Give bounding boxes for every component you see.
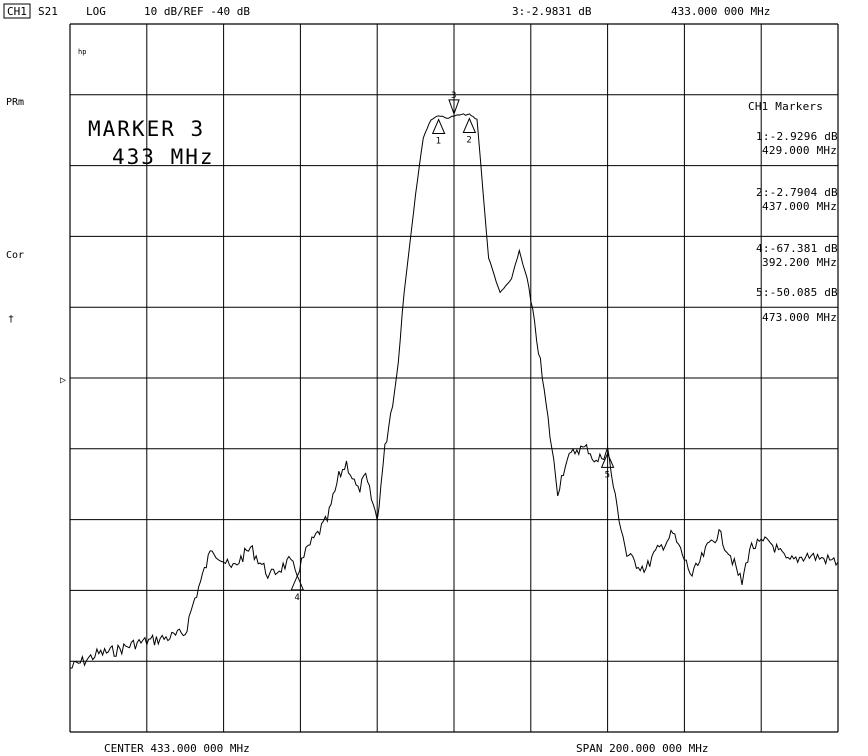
cor-label: Cor xyxy=(6,250,24,261)
marker-table: CH1 Markers 1:-2.9296 dB 429.000 MHz 2:-… xyxy=(748,100,838,324)
marker-5-label: 5 xyxy=(605,470,610,480)
active-marker-frequency: 433.000 000 MHz xyxy=(671,5,770,18)
reference-arrow-icon: ▷ xyxy=(60,375,66,386)
dagger-label: † xyxy=(8,314,14,325)
parameter-label: S21 xyxy=(38,5,58,18)
side-annotations: hp PRm Cor † ▷ xyxy=(6,48,86,386)
center-frequency-label: CENTER 433.000 000 MHz xyxy=(104,742,250,755)
marker-4: 4 xyxy=(290,574,305,603)
scale-label: 10 dB/REF -40 dB xyxy=(144,5,250,18)
marker-4-label: 4 xyxy=(294,593,299,603)
marker-2-label: 2 xyxy=(466,136,471,146)
marker-layer: 1 2 3 4 5 xyxy=(290,91,615,603)
footer-bar: CENTER 433.000 000 MHz SPAN 200.000 000 … xyxy=(104,742,708,755)
marker-5-frequency: 473.000 MHz xyxy=(762,311,837,324)
marker-2-frequency: 437.000 MHz xyxy=(762,200,837,213)
marker-annotation-frequency: 433 MHz xyxy=(112,145,215,169)
marker-1-value: 1:-2.9296 dB xyxy=(756,130,838,143)
marker-annotation-title: MARKER 3 xyxy=(88,117,205,141)
marker-3-triangle xyxy=(448,99,460,116)
marker-4-triangle xyxy=(290,574,305,591)
marker-4-value: 4:-67.381 dB xyxy=(756,242,838,255)
marker-3-label: 3 xyxy=(451,91,456,101)
span-label: SPAN 200.000 000 MHz xyxy=(576,742,708,755)
marker-1-frequency: 429.000 MHz xyxy=(762,144,837,157)
header-bar: CH1 S21 LOG 10 dB/REF -40 dB 3:-2.9831 d… xyxy=(3,3,770,19)
marker-5-triangle xyxy=(600,452,615,468)
active-marker-readout: 3:-2.9831 dB xyxy=(512,5,592,18)
marker-4-frequency: 392.200 MHz xyxy=(762,256,837,269)
marker-1-triangle xyxy=(431,118,446,135)
marker-annotation: MARKER 3 433 MHz xyxy=(88,117,215,169)
marker-1-label: 1 xyxy=(436,137,441,147)
hp-label: hp xyxy=(78,48,86,56)
marker-5-value: 5:-50.085 dB xyxy=(756,286,838,299)
prm-label: PRm xyxy=(6,97,24,108)
channel-box xyxy=(3,3,31,19)
marker-2: 2 xyxy=(462,117,477,146)
marker-2-triangle xyxy=(462,117,477,134)
marker-5: 5 xyxy=(600,452,615,480)
marker-2-value: 2:-2.7904 dB xyxy=(756,186,838,199)
marker-3: 3 xyxy=(448,91,460,116)
marker-1: 1 xyxy=(431,118,446,147)
marker-table-title: CH1 Markers xyxy=(748,100,823,113)
graticule xyxy=(69,23,839,733)
format-label: LOG xyxy=(86,5,106,18)
channel-label: CH1 xyxy=(7,5,27,18)
s21-trace xyxy=(69,113,839,669)
